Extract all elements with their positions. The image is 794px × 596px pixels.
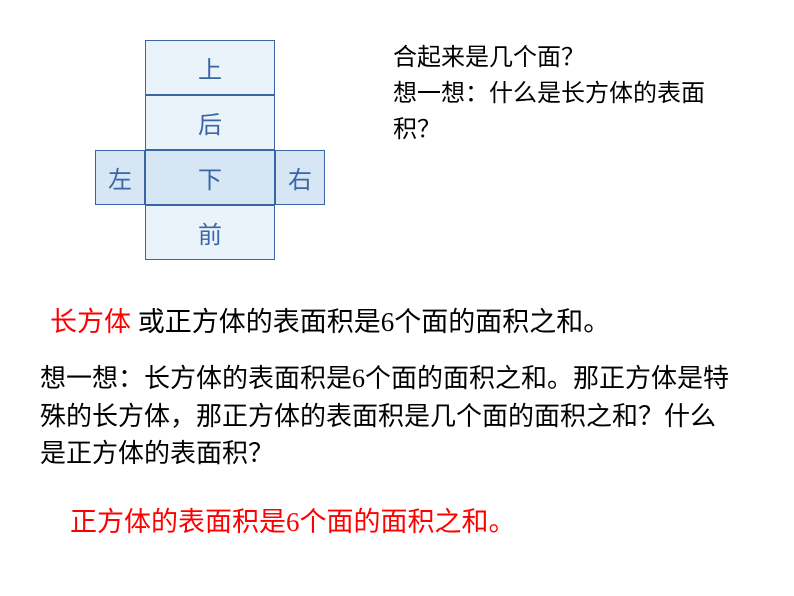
question-text: 合起来是几个面？ 想一想：什么是长方体的表面积？ [393,40,733,260]
cuboid-net-diagram: 上 后 左 下 右 前 [95,40,353,260]
statement-cube-surface: 正方体的表面积是6个面的面积之和。 [70,500,516,539]
question-line2: 想一想：什么是长方体的表面积？ [393,76,733,148]
cell-right: 右 [275,150,325,205]
cell-front: 前 [145,205,275,260]
cell-bottom: 下 [145,150,275,205]
think-prompt: 想一想：长方体的表面积是6个面的面积之和。那正方体是特殊的长方体，那正方体的表面… [40,360,730,473]
cell-left: 左 [95,150,145,205]
cell-top: 上 [145,40,275,95]
statement-cuboid-surface: 长方体 或正方体的表面积是6个面的面积之和。 [50,300,610,339]
question-line1: 合起来是几个面？ [393,40,733,76]
statement1-red: 长方体 [50,307,131,337]
statement1-black: 或正方体的表面积是6个面的面积之和。 [131,307,610,337]
cell-back: 后 [145,95,275,150]
top-section: 上 后 左 下 右 前 合起来是几个面？ 想一想：什么是长方体的表面积？ [0,0,794,260]
